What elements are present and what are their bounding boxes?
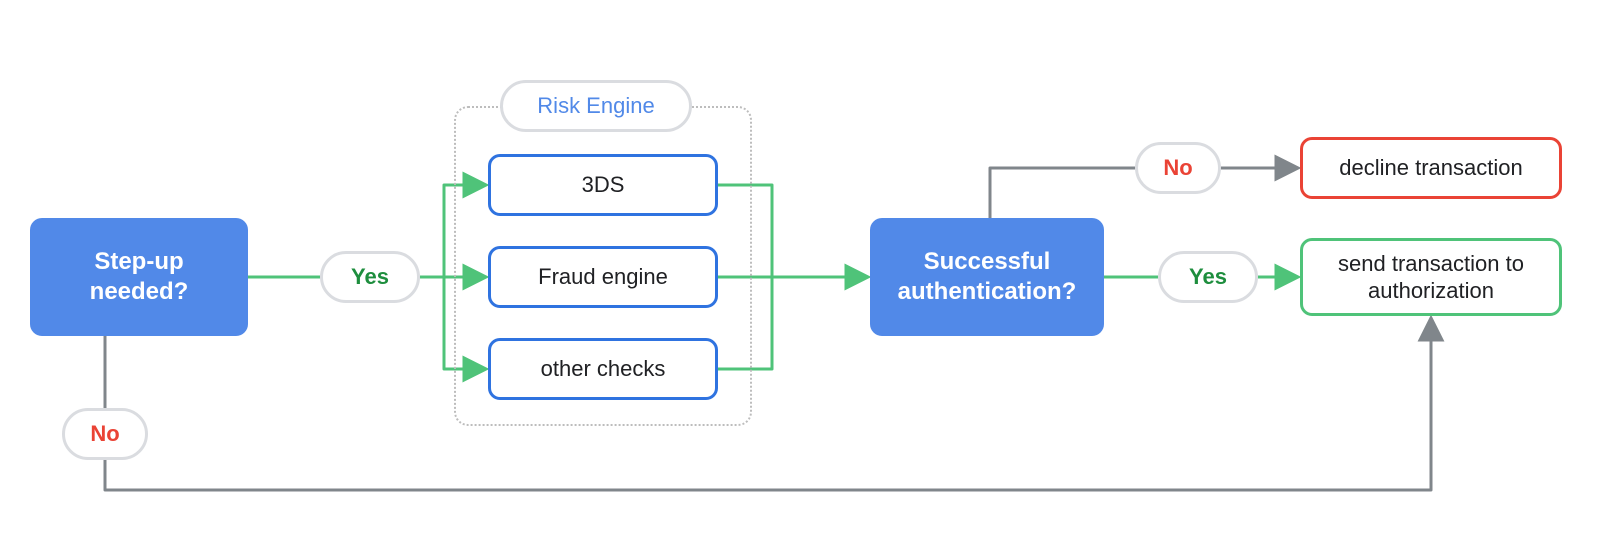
no-pill-2: No [1135,142,1221,194]
threeds-label: 3DS [582,171,625,199]
other-checks-node: other checks [488,338,718,400]
successful-auth-node: Successful authentication? [870,218,1104,336]
other-label: other checks [541,355,666,383]
yes-pill-2: Yes [1158,251,1258,303]
yes-pill-1: Yes [320,251,420,303]
send-label: send transaction to authorization [1317,250,1545,305]
stepup-decision-node: Step-up needed? [30,218,248,336]
edge-no1-send [105,320,1431,490]
fraud-engine-node: Fraud engine [488,246,718,308]
no1-label: No [90,420,119,448]
decline-transaction-node: decline transaction [1300,137,1562,199]
3ds-node: 3DS [488,154,718,216]
no2-label: No [1163,154,1192,182]
send-to-authorization-node: send transaction to authorization [1300,238,1562,316]
edge-success-no2 [990,168,1135,218]
yes1-label: Yes [351,263,389,291]
no-pill-1: No [62,408,148,460]
decline-label: decline transaction [1339,154,1522,182]
success-label: Successful authentication? [887,247,1087,307]
stepup-label: Step-up needed? [47,247,231,307]
fraud-label: Fraud engine [538,263,668,291]
risk-engine-title-pill: Risk Engine [500,80,692,132]
yes2-label: Yes [1189,263,1227,291]
risktitle-label: Risk Engine [537,92,654,120]
